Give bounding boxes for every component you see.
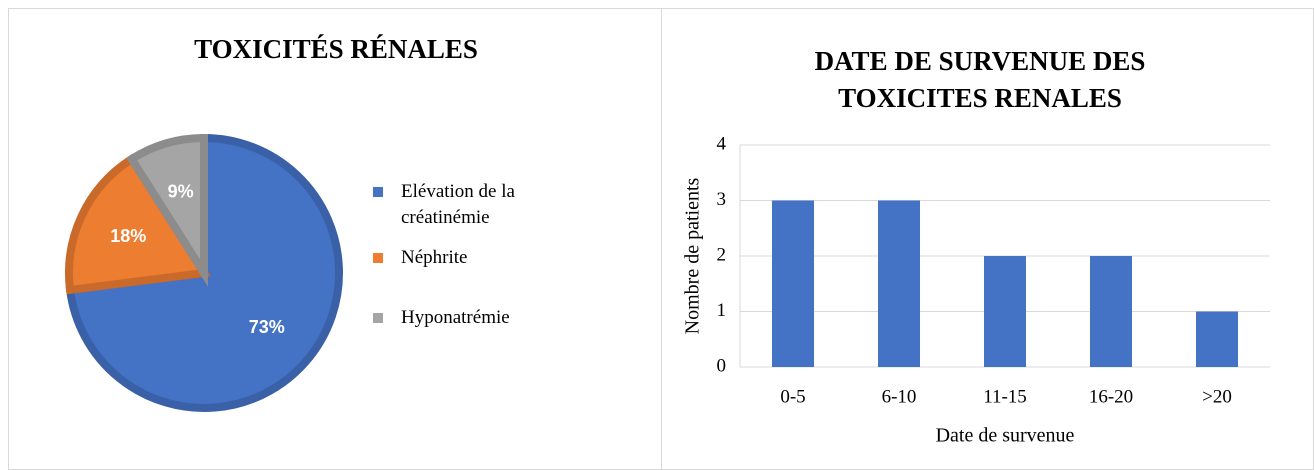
chart-title: DATE DE SURVENUE DES TOXICITES RENALES: [814, 46, 1146, 113]
legend-swatch: [373, 253, 383, 263]
bar: [1090, 256, 1132, 367]
data-label: 9%: [168, 181, 194, 201]
x-tick-label: 16-20: [1089, 386, 1133, 407]
legend-swatch: [373, 187, 383, 197]
pie-chart: 73% 18% 9%: [65, 133, 343, 412]
x-tick-label: 0-5: [780, 386, 805, 407]
data-label: 73%: [249, 317, 285, 337]
chart-title: TOXICITÉS RÉNALES: [194, 34, 478, 64]
legend-label: Hyponatrémie: [401, 307, 510, 328]
y-tick-label: 0: [717, 355, 727, 376]
legend-item: Néphrite: [367, 245, 561, 271]
y-tick-label: 2: [717, 244, 727, 265]
legend-swatch: [373, 313, 383, 323]
x-axis-label: Date de survenue: [936, 425, 1075, 447]
bar-chart: 0 1 2 3 4 0-5 6-10 11-15 16-20 >20 Date de survenu…: [682, 133, 1270, 447]
legend-label: Néphrite: [401, 247, 468, 268]
pie-panel: TOXICITÉS RÉNALES 73% 18% 9% Elévation de …: [8, 8, 662, 470]
legend-item: Hyponatrémie: [367, 305, 561, 331]
bar: [984, 256, 1026, 367]
pie-slice: [126, 133, 208, 287]
data-label: 18%: [110, 226, 146, 246]
bar: [772, 200, 814, 367]
y-tick-label: 1: [717, 300, 727, 321]
y-axis-label: Nombre de patients: [682, 177, 704, 334]
bar: [878, 200, 920, 367]
bar-panel: DATE DE SURVENUE DES TOXICITES RENALES 0…: [661, 8, 1314, 470]
x-tick-label: >20: [1202, 386, 1232, 407]
legend-item: Elévation de la créatinémie: [367, 179, 561, 231]
bar: [1196, 311, 1238, 367]
pie-slice: [65, 153, 211, 295]
legend-label: Elévation de la créatinémie: [401, 181, 515, 228]
x-tick-label: 11-15: [983, 386, 1027, 407]
y-tick-label: 4: [717, 133, 727, 154]
y-tick-label: 3: [717, 189, 727, 210]
x-tick-label: 6-10: [882, 386, 917, 407]
